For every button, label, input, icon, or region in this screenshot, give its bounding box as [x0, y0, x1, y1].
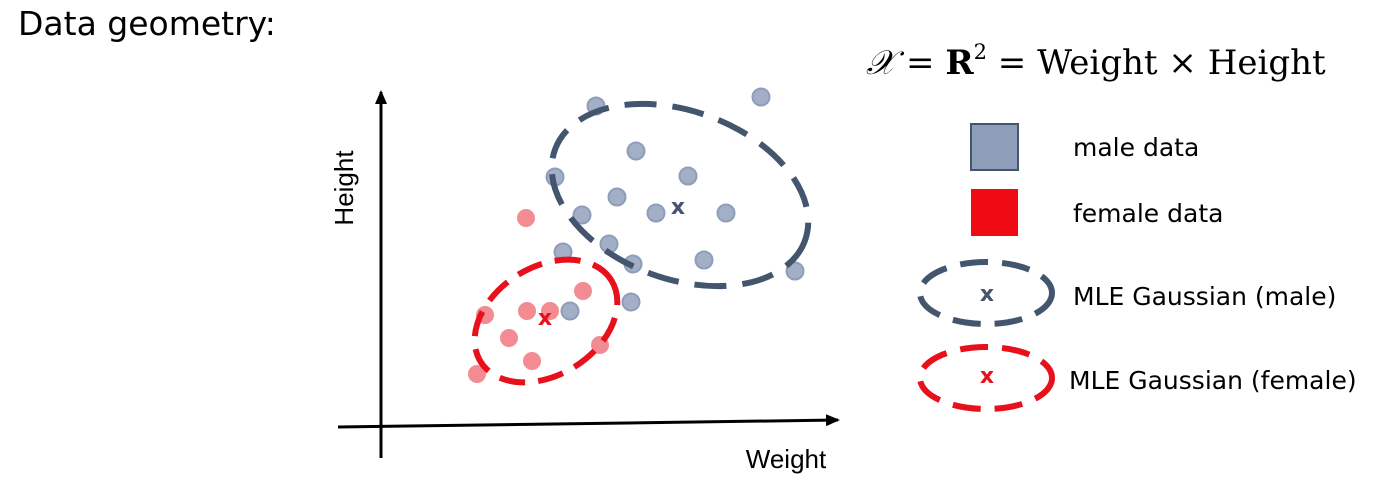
slide-title: Data geometry: — [18, 4, 276, 43]
y-axis-label: Height — [329, 150, 359, 226]
legend-male-swatch — [970, 123, 1019, 171]
formula-equals-1: = — [895, 43, 946, 83]
legend-male-gaussian-label: MLE Gaussian (male) — [1073, 282, 1336, 311]
legend-female-mean-marker: x — [980, 364, 994, 389]
formula-space-symbol: 𝒳 — [866, 43, 896, 83]
female-point — [523, 352, 541, 370]
feature-space-formula: 𝒳 = R2 = Weight × Height — [866, 40, 1326, 86]
male-point — [560, 301, 580, 321]
female-point — [541, 302, 559, 320]
legend-female-gaussian-label: MLE Gaussian (female) — [1069, 366, 1357, 395]
male-point — [607, 187, 627, 207]
legend-female-gaussian-icon — [917, 344, 1055, 412]
male-point — [626, 141, 646, 161]
male-point — [785, 261, 805, 281]
female-gaussian-ellipse — [471, 256, 621, 386]
legend-male-data-label: male data — [1073, 133, 1199, 162]
male-point — [716, 203, 736, 223]
male-point — [572, 205, 592, 225]
male-point — [646, 203, 666, 223]
legend-female-data-label: female data — [1073, 199, 1223, 228]
legend: male data female data x MLE Gaussian (ma… — [917, 123, 1357, 412]
female-point — [518, 302, 536, 320]
formula-reals: R — [945, 43, 974, 83]
female-mean-marker: x — [538, 306, 552, 331]
male-mean-marker: x — [671, 195, 685, 220]
legend-male-mean-marker: x — [980, 282, 994, 307]
male-points — [545, 87, 805, 321]
formula-power: 2 — [973, 40, 987, 64]
female-points — [468, 209, 609, 383]
x-axis-label: Weight — [746, 444, 827, 474]
formula-equals-2: = Weight × Height — [987, 43, 1326, 83]
male-point — [751, 87, 771, 107]
female-point — [500, 329, 518, 347]
male-point — [678, 166, 698, 186]
legend-female-swatch — [971, 189, 1018, 236]
legend-male-gaussian-icon — [917, 259, 1055, 327]
female-point — [574, 282, 592, 300]
female-point — [468, 365, 486, 383]
male-point — [621, 292, 641, 312]
male-gaussian-ellipse — [548, 100, 812, 290]
x-axis — [337, 414, 840, 429]
male-point — [694, 250, 714, 270]
female-point — [517, 209, 535, 227]
